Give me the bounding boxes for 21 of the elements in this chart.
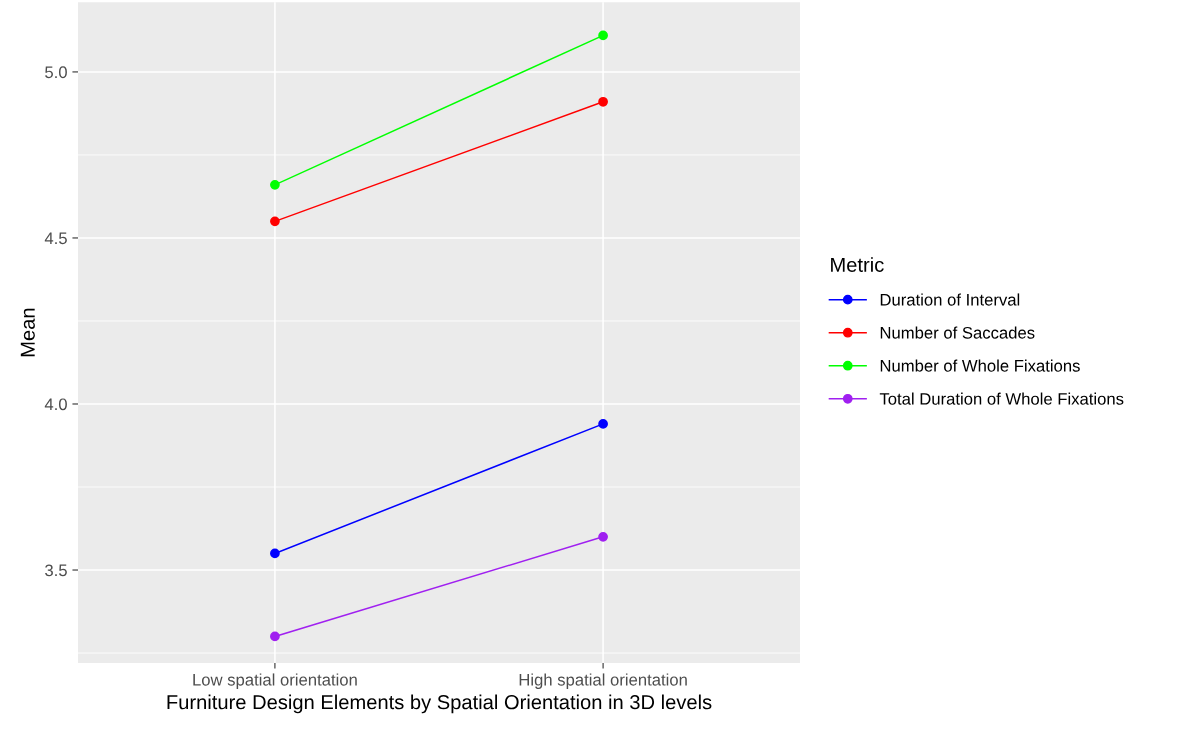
x-axis-title: Furniture Design Elements by Spatial Orientation in 3D levels xyxy=(167,694,712,714)
point xyxy=(598,30,608,41)
legend-title: Metric xyxy=(831,257,884,272)
y-axis-title: Mean xyxy=(20,308,35,357)
legend-label: Number of Whole Fixations xyxy=(880,359,1080,372)
legend-label: Number of Saccades xyxy=(880,326,1035,339)
point xyxy=(598,96,608,107)
x-tick-label: Low spatial orientation xyxy=(193,673,357,689)
point xyxy=(270,216,280,227)
point xyxy=(270,548,280,559)
point xyxy=(598,531,608,542)
x-tick-label: High spatial orientation xyxy=(519,673,687,689)
point xyxy=(270,179,280,190)
y-tick-label: 5.0 xyxy=(45,66,67,79)
point xyxy=(598,419,608,429)
point xyxy=(270,631,280,642)
legend-label: Duration of Interval xyxy=(880,293,1020,306)
legend-label: Total Duration of Whole Fixations xyxy=(879,392,1124,405)
y-tick-label: 3.5 xyxy=(45,564,67,577)
y-tick-label: 4.0 xyxy=(44,398,67,411)
y-tick-label: 4.5 xyxy=(44,232,67,245)
